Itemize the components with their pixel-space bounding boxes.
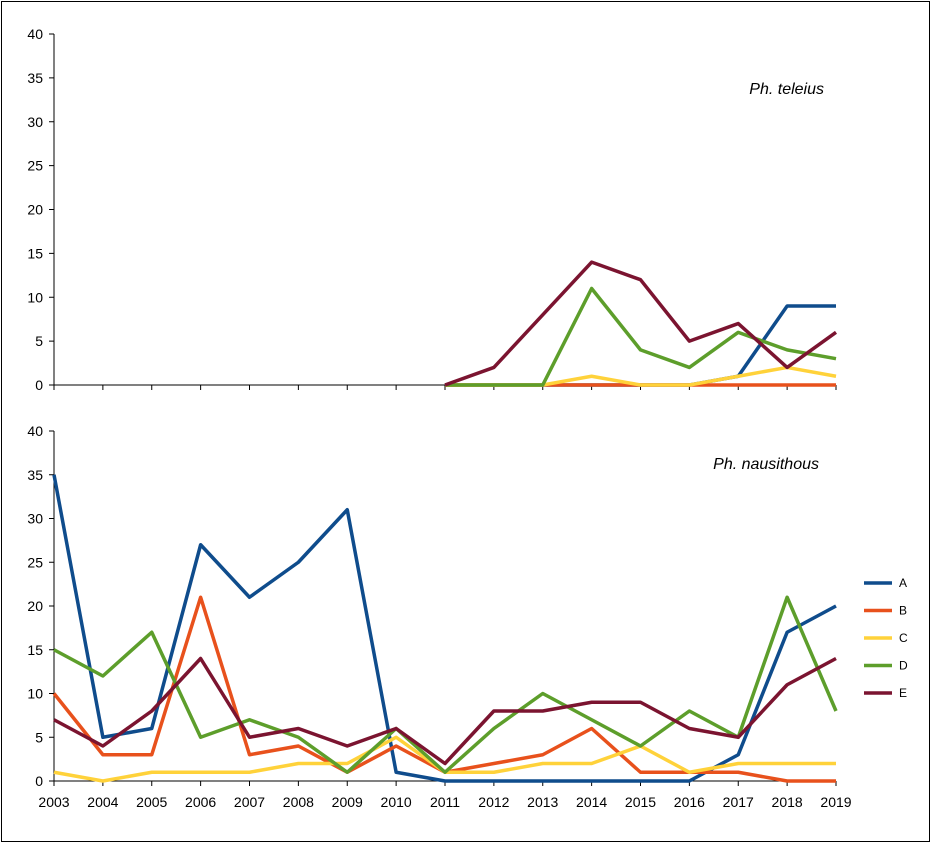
- y-tick-label: 25: [27, 158, 43, 174]
- x-tick-label: 2013: [527, 794, 558, 810]
- series-line-e: [444, 260, 838, 387]
- y-tick-label: 35: [27, 467, 43, 483]
- y-tick-label: 10: [27, 289, 43, 305]
- y-tick-label: 15: [27, 245, 43, 261]
- series-line-c: [445, 365, 837, 387]
- y-tick-label: 15: [27, 642, 43, 658]
- legend-label-b: B: [899, 604, 907, 618]
- series-line-e: [53, 656, 837, 766]
- chart-title: Ph. nausithous: [713, 456, 819, 473]
- legend-label-e: E: [899, 686, 907, 700]
- legend-label-d: D: [899, 659, 908, 673]
- x-tick-label: 2016: [674, 794, 705, 810]
- y-tick-label: 40: [27, 26, 43, 42]
- series-line-c: [53, 735, 836, 783]
- x-tick-label: 2007: [234, 794, 265, 810]
- x-tick-label: 2014: [576, 794, 607, 810]
- x-tick-label: 2018: [772, 794, 803, 810]
- y-tick-label: 25: [27, 554, 43, 570]
- legend-label-c: C: [899, 631, 908, 645]
- x-tick-label: 2015: [625, 794, 656, 810]
- y-tick-label: 20: [27, 202, 43, 218]
- y-tick-label: 5: [35, 729, 43, 745]
- y-tick-label: 5: [35, 333, 43, 349]
- series-line-d: [53, 595, 838, 774]
- y-tick-label: 40: [27, 423, 43, 439]
- chart-panel-nausithous: Ph. nausithous 0 5 10 15 20 25 30 35 40 2003 2004 2…: [27, 423, 851, 810]
- chart-panel-teleius: Ph. teleius 0 5 10 15 20 25 30 35 40: [27, 26, 838, 393]
- y-tick-label: 20: [27, 598, 43, 614]
- chart-title: Ph. teleius: [749, 81, 824, 98]
- y-tick-label: 30: [27, 114, 43, 130]
- x-tick-label: 2012: [478, 794, 509, 810]
- x-tick-label: 2010: [381, 794, 412, 810]
- x-tick-label: 2006: [185, 794, 216, 810]
- x-tick-label: 2003: [38, 794, 69, 810]
- y-tick-label: 0: [35, 773, 43, 789]
- y-tick-label: 35: [27, 70, 43, 86]
- x-tick-label: 2017: [723, 794, 754, 810]
- x-tick-label: 2004: [87, 794, 118, 810]
- x-tick-label: 2008: [283, 794, 314, 810]
- y-tick-label: 0: [35, 377, 43, 393]
- y-tick-label: 10: [27, 686, 43, 702]
- x-tick-label: 2011: [430, 794, 460, 810]
- x-tick-label: 2019: [820, 794, 851, 810]
- x-tick-label: 2009: [332, 794, 363, 810]
- series-line-d: [445, 286, 837, 387]
- legend-label-a: A: [899, 576, 907, 590]
- y-tick-label: 30: [27, 511, 43, 527]
- x-tick-label: 2005: [136, 794, 167, 810]
